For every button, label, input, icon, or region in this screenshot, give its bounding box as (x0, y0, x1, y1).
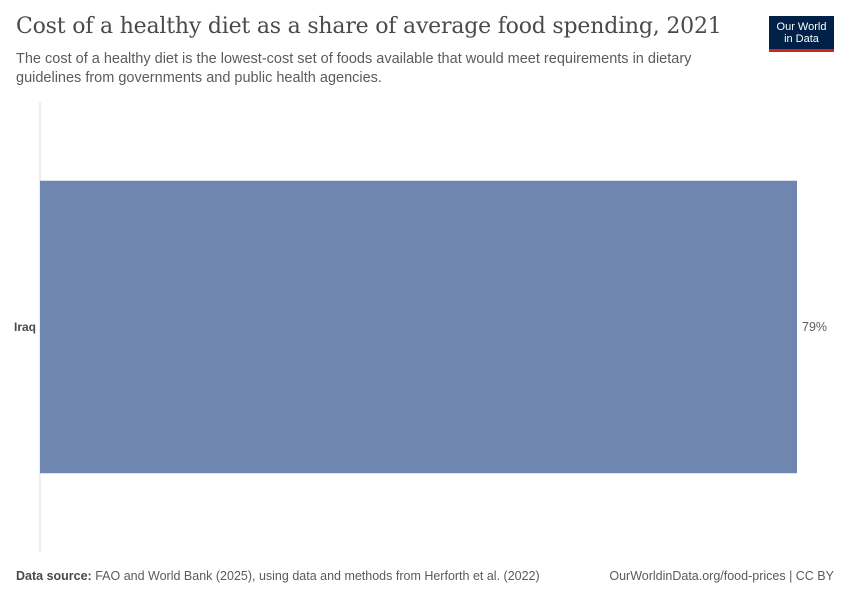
footer: Data source: FAO and World Bank (2025), … (16, 569, 834, 583)
data-source-text: FAO and World Bank (2025), using data an… (95, 569, 540, 583)
owid-logo[interactable]: Our World in Data (769, 16, 834, 52)
bar-iraq[interactable] (40, 180, 797, 474)
data-source-label: Data source: (16, 569, 92, 583)
chart-title: Cost of a healthy diet as a share of ave… (16, 14, 722, 39)
source-url-link[interactable]: OurWorldinData.org/food-prices | CC BY (609, 569, 834, 583)
data-source: Data source: FAO and World Bank (2025), … (16, 569, 540, 583)
logo-line-1: Our World (776, 20, 827, 33)
value-label: 79% (802, 320, 827, 334)
category-label: Iraq (14, 320, 36, 334)
chart-subtitle: The cost of a healthy diet is the lowest… (16, 51, 692, 86)
logo-line-2: in Data (784, 32, 819, 45)
